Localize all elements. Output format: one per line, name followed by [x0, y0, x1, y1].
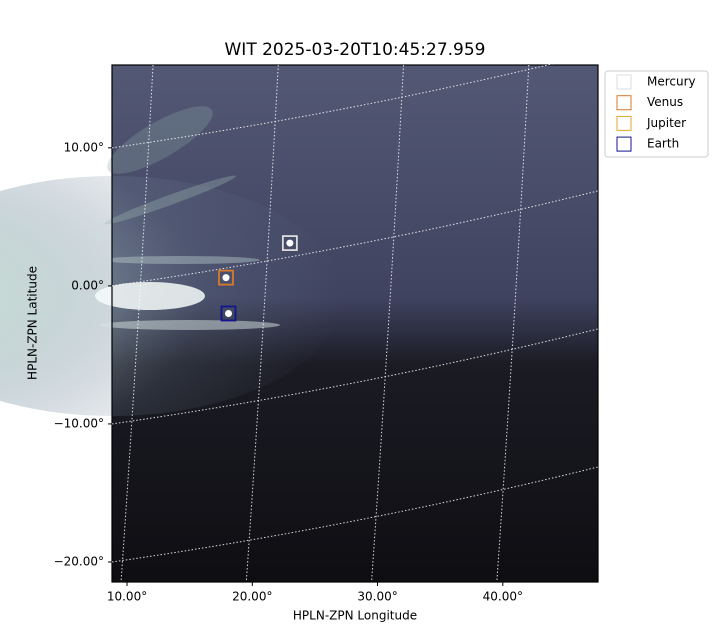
- planet-marker: [220, 305, 237, 322]
- x-tick-label: 30.00°: [357, 590, 397, 604]
- image: [0, 64, 599, 583]
- x-tick-label: 10.00°: [107, 590, 147, 604]
- x-tick-label: 20.00°: [232, 590, 272, 604]
- y-axis-label: HPLN-ZPN Latitude: [26, 266, 40, 380]
- chart-title: WIT 2025-03-20T10:45:27.959: [225, 40, 486, 60]
- y-tick-label: −20.00°: [54, 554, 104, 568]
- y-tick-label: −10.00°: [54, 416, 104, 430]
- legend-label: Mercury: [647, 75, 696, 89]
- x-axis-label: HPLN-ZPN Longitude: [293, 609, 417, 623]
- grid-line: [111, 190, 599, 287]
- legend-swatch: [616, 74, 632, 90]
- grid-line: [111, 328, 599, 425]
- grid-line: [111, 52, 599, 149]
- legend-label: Earth: [647, 137, 679, 151]
- legend-swatch: [616, 95, 632, 111]
- grid-line: [371, 64, 405, 583]
- legend-swatch: [616, 136, 632, 152]
- grid-line: [245, 64, 279, 583]
- grid-line: [496, 64, 530, 583]
- x-tick-label: 40.00°: [483, 590, 523, 604]
- legend-swatch: [616, 115, 632, 131]
- planet-marker: [281, 235, 298, 251]
- legend-label: Venus: [647, 95, 683, 109]
- y-tick-label: 0.00°: [71, 278, 104, 292]
- planet-marker: [218, 269, 234, 286]
- y-tick-label: 10.00°: [64, 140, 104, 154]
- grid-line: [111, 466, 599, 563]
- grid-line: [120, 64, 154, 583]
- legend: [604, 70, 709, 158]
- legend-label: Jupiter: [646, 116, 686, 130]
